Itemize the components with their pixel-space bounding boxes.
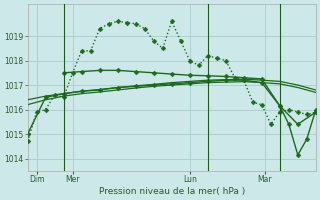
X-axis label: Pression niveau de la mer( hPa ): Pression niveau de la mer( hPa ) <box>99 187 245 196</box>
